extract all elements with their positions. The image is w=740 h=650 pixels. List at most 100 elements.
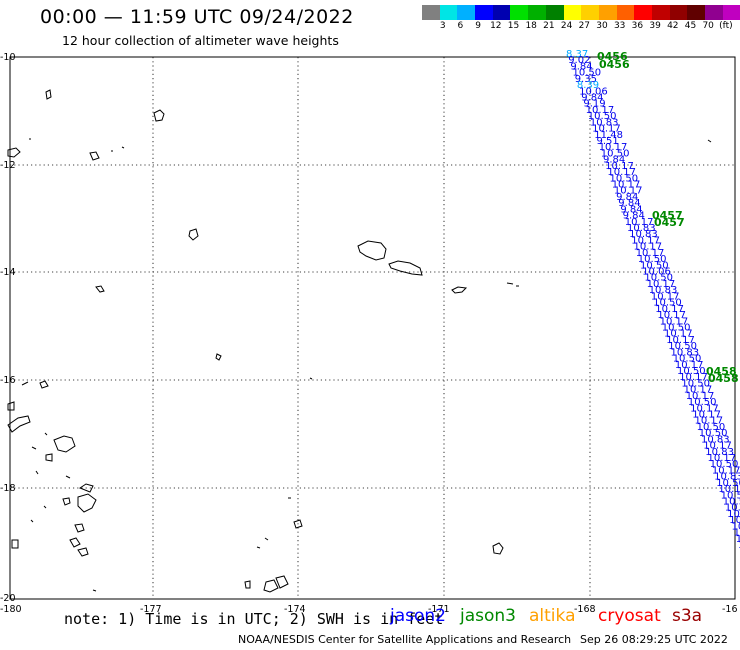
wave-height-value: 10.50 — [640, 260, 669, 271]
wave-height-value: 10.17 — [675, 360, 704, 371]
lat-label: -16 — [0, 375, 16, 386]
lon-label: -168 — [574, 604, 596, 615]
legend-s3a: s3a — [672, 606, 703, 626]
lon-label: -16 — [722, 604, 738, 615]
scale-label: 33 — [613, 21, 626, 31]
scale-swatch — [492, 5, 511, 20]
wave-height-value: 10.17 — [692, 410, 721, 421]
scale-label: 3 — [439, 21, 446, 31]
wave-height-value: 10.17 — [738, 540, 740, 551]
axis-tick-labels: -10 -12 -14 -16 -18 -20 -180 -177 -174 -… — [0, 52, 738, 615]
track-time-label: 0456 — [599, 58, 630, 71]
wave-height-value: 10.17 — [708, 453, 737, 464]
scale-swatch — [422, 5, 440, 20]
scale-label: 30 — [596, 21, 608, 31]
page-title: 00:00 — 11:59 UTC 09/24/2022 — [40, 6, 354, 28]
wave-height-value: 10.50 — [727, 509, 740, 520]
wave-height-value: 10.83 — [629, 229, 658, 240]
wave-height-value: 10.83 — [627, 223, 656, 234]
wave-height-value: 9.35 — [575, 74, 597, 85]
scale-swatch — [669, 5, 688, 20]
wave-height-value: 9.84 — [620, 204, 642, 215]
lon-label: -180 — [0, 604, 22, 615]
scale-label: 6 — [457, 21, 464, 31]
wave-height-value: 10.06 — [642, 267, 671, 278]
wave-height-value: 10.17 — [651, 291, 680, 302]
wave-height-value: 10.50 — [644, 273, 673, 284]
wave-height-value: 10.83 — [732, 521, 740, 532]
wave-height-value: 9.19 — [583, 99, 605, 110]
scale-label: 45 — [684, 21, 697, 31]
island-upolu — [388, 260, 423, 276]
wave-height-value: 10.17 — [736, 534, 740, 545]
scale-label: 27 — [578, 21, 591, 31]
lon-label: -177 — [140, 604, 162, 615]
scale-label: 12 — [490, 21, 502, 31]
scale-swatch — [545, 5, 564, 20]
scale-label: 21 — [543, 21, 555, 31]
scale-swatch — [722, 5, 740, 20]
wave-height-color-scale — [422, 5, 740, 20]
wave-height-value: 11.48 — [594, 130, 623, 141]
graticule — [10, 57, 735, 599]
credit-line: NOAA/NESDIS Center for Satellite Applica… — [238, 633, 572, 646]
wave-height-value: 10.17 — [586, 105, 615, 116]
island-outlines — [7, 89, 712, 593]
wave-height-value: 10.17 — [725, 503, 740, 514]
wave-height-value: 10.17 — [655, 304, 684, 315]
wave-height-value: 10.50 — [681, 378, 710, 389]
island-tutuila — [451, 286, 468, 294]
wave-height-value: 9.84 — [581, 93, 603, 104]
wave-height-value: 10.17 — [695, 416, 724, 427]
jason3-track-observations: 8.379.029.8410.509.358.3910.069.849.1910… — [566, 49, 740, 551]
wave-height-value: 10.50 — [573, 68, 602, 79]
wave-height-value: 10.50 — [688, 397, 717, 408]
wave-height-value: 10.83 — [671, 347, 700, 358]
scale-swatch — [457, 5, 476, 20]
wave-height-value: 10.17 — [636, 248, 665, 259]
wave-height-value: 8.39 — [577, 80, 599, 91]
scale-swatch — [651, 5, 670, 20]
wave-height-value: 10.50 — [716, 478, 740, 489]
track-time-label: 0457 — [652, 209, 683, 222]
wave-height-value: 10.17 — [625, 217, 654, 228]
scale-swatch — [563, 5, 582, 20]
wave-height-value: 10.17 — [664, 329, 693, 340]
wave-height-value: 10.83 — [701, 434, 730, 445]
wave-height-value: 10.17 — [666, 335, 695, 346]
wave-height-value: 10.50 — [721, 490, 740, 501]
wave-height-value: 10.06 — [579, 86, 608, 97]
wave-height-value: 10.17 — [712, 465, 740, 476]
scale-swatch — [705, 5, 723, 20]
jason3-track-times: 0456 0456 0457 0457 0458 0458 — [597, 50, 739, 385]
wave-height-value: 9.51 — [597, 136, 619, 147]
wave-height-value: 10.50 — [710, 459, 739, 470]
scale-label: 70 — [702, 21, 714, 31]
wave-height-value: 10.17 — [690, 403, 719, 414]
wave-height-value: 10.50 — [699, 428, 728, 439]
scale-swatch — [510, 5, 529, 20]
wave-height-value: 9.84 — [623, 211, 645, 222]
scale-label: 24 — [560, 21, 573, 31]
track-time-label: 0458 — [706, 365, 737, 378]
wave-height-value: 10.17 — [599, 142, 628, 153]
generated-timestamp: Sep 26 08:29:25 UTC 2022 — [580, 633, 728, 646]
wave-height-value: 10.50 — [668, 341, 697, 352]
scale-swatch — [528, 5, 546, 20]
color-scale-labels: 3 6 9 12 15 18 21 24 27 30 33 36 39 42 45 70 (ft) — [422, 21, 740, 35]
map-frame — [9, 56, 736, 600]
scale-label: (ft) — [719, 21, 733, 31]
wave-height-value: 10.17 — [660, 316, 689, 327]
scale-swatch — [634, 5, 652, 20]
wave-height-value: 10.83 — [714, 472, 740, 483]
legend-jason2: jason2 — [390, 606, 446, 626]
wave-height-value: 10.83 — [705, 447, 734, 458]
wave-height-value: 10.50 — [610, 173, 639, 184]
scale-label: 39 — [649, 21, 661, 31]
lat-label: -18 — [0, 483, 16, 494]
scale-label: 9 — [475, 21, 481, 31]
scale-swatch — [475, 5, 493, 20]
track-time-label: 0457 — [654, 216, 685, 229]
wave-height-value: 10.17 — [631, 236, 660, 247]
